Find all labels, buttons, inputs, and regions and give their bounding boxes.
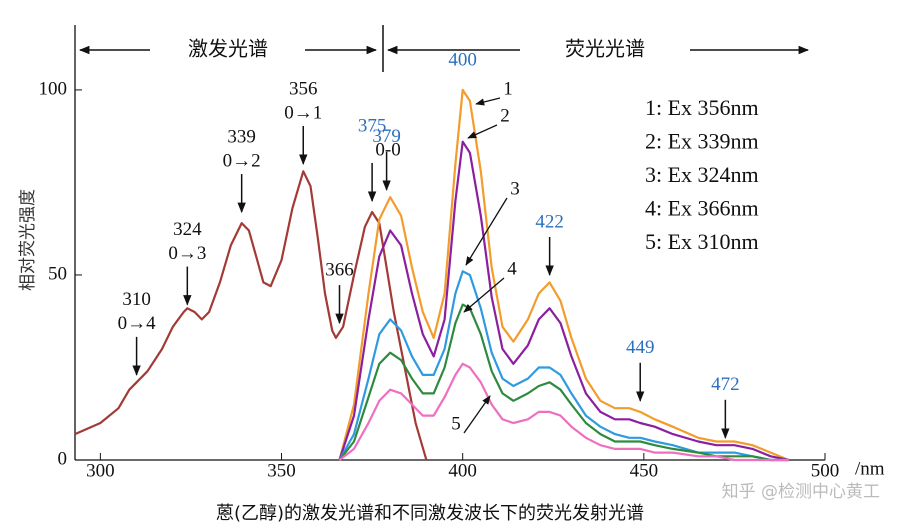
x-unit: /nm xyxy=(855,458,885,479)
annotation-label: 310 xyxy=(122,289,151,310)
x-tick-label: 400 xyxy=(448,460,477,481)
y-tick-label: 100 xyxy=(39,78,68,99)
annotation-label: 472 xyxy=(711,374,740,395)
curve-pointer xyxy=(465,197,508,266)
caption: 蒽(乙醇)的激发光谱和不同激发波长下的荧光发射光谱 xyxy=(216,503,644,524)
x-tick-label: 350 xyxy=(267,460,296,481)
spectrum-line xyxy=(338,362,789,462)
annotation-sub: 0→4 xyxy=(118,313,157,334)
watermark: 知乎 @检测中心黄工 xyxy=(722,482,880,502)
x-tick-label: 450 xyxy=(630,460,659,481)
y-tick-label: 0 xyxy=(58,448,68,469)
spectrum-line xyxy=(338,88,790,462)
spectrum-line xyxy=(74,170,428,461)
legend-entry: 4: Ex 366nm xyxy=(645,196,759,221)
curve-label: 4 xyxy=(507,258,517,279)
annotation-label: 379 xyxy=(372,126,401,147)
region-label: 激发光谱 xyxy=(188,37,268,61)
annotation-sub: 0→3 xyxy=(168,243,206,264)
region-label: 荧光光谱 xyxy=(565,37,645,61)
legend-entry: 2: Ex 339nm xyxy=(645,129,759,154)
annotation-label: 449 xyxy=(626,337,655,358)
annotation-label: 375 xyxy=(358,115,387,136)
annotation-sub: 0→2 xyxy=(223,150,261,171)
annotation-label: 324 xyxy=(173,219,202,240)
curve-label: 3 xyxy=(510,178,520,199)
spectrum-line xyxy=(338,270,789,462)
annotation-label: 356 xyxy=(289,78,318,99)
curve-pointer xyxy=(463,395,491,434)
curve-pointer xyxy=(475,97,501,106)
y-axis-label: 相对荧光强度 xyxy=(18,189,38,291)
curve-pointer xyxy=(467,124,498,139)
y-tick-label: 50 xyxy=(48,263,67,284)
curve-pointer xyxy=(463,277,505,313)
annotation-label: 366 xyxy=(325,259,354,280)
x-tick-label: 300 xyxy=(86,460,115,481)
x-tick-label: 500 xyxy=(811,460,840,481)
spectrum-line xyxy=(338,303,789,462)
spectrum-line xyxy=(338,140,790,462)
region-header xyxy=(78,25,810,72)
annotation-sub: 0→1 xyxy=(284,102,322,123)
annotation-label: 422 xyxy=(535,211,564,232)
curve-label: 1 xyxy=(503,78,513,99)
legend-entry: 1: Ex 356nm xyxy=(645,95,759,120)
annotation-label: 400 xyxy=(448,49,477,70)
legend-entry: 5: Ex 310nm xyxy=(645,229,759,254)
curve-label: 2 xyxy=(500,105,510,126)
annotation-sub: 0-0 xyxy=(375,139,400,160)
legend-entry: 3: Ex 324nm xyxy=(645,162,759,187)
curve-label: 5 xyxy=(451,413,461,434)
annotation-label: 339 xyxy=(227,126,256,147)
